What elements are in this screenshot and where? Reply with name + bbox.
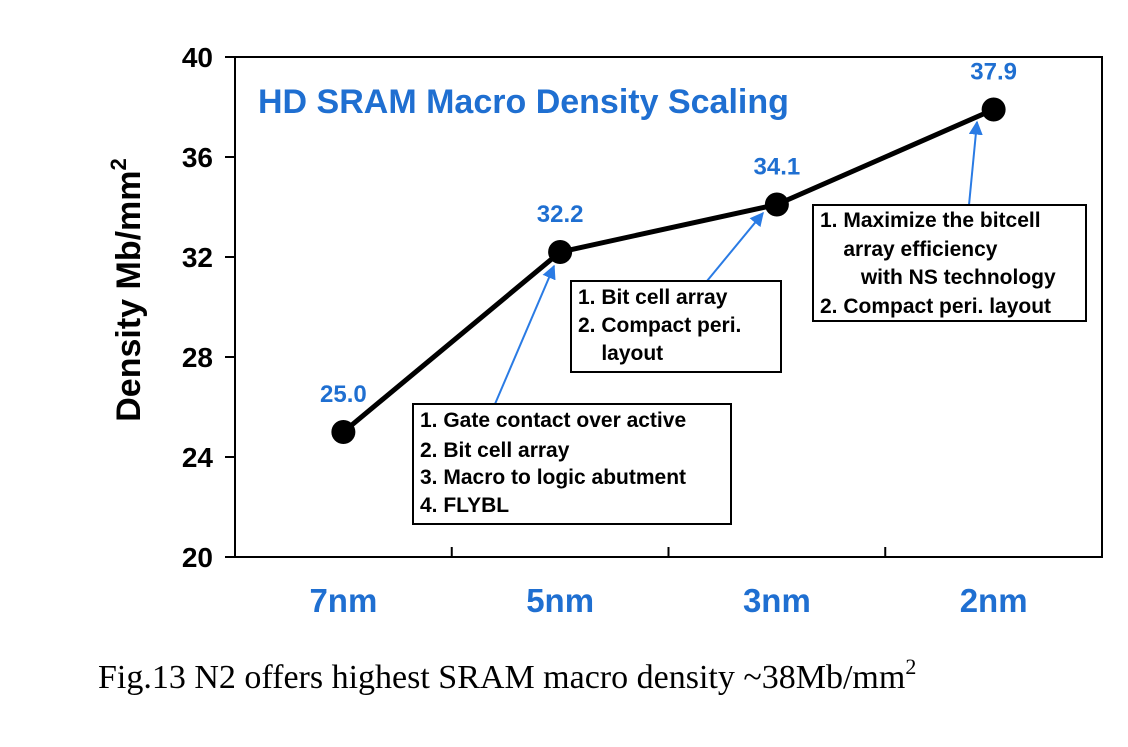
annotation-5nm: 1. Gate contact over active 2. Bit cell … <box>412 264 732 525</box>
y-tick-label: 36 <box>182 142 213 173</box>
annotation-line: array efficiency <box>820 238 998 261</box>
annotation-box-2nm <box>812 204 1087 322</box>
series-polyline <box>341 107 995 434</box>
y-tick-label: 32 <box>182 242 213 273</box>
svg-text:1. Bit cell array 2. Com: 1. Bit cell array 2. Compact peri. layou… <box>0 0 782 365</box>
data-label-7nm: 25.0 <box>320 381 367 408</box>
annotation-line: 2. Compact peri. layout <box>820 295 1051 318</box>
x-tick-label: 5nm <box>526 582 594 619</box>
svg-text:1. Maximize the bitcell: 1. Maximize the bitcell array efficiency… <box>0 0 1097 318</box>
series-line <box>341 107 995 434</box>
data-point-7nm <box>331 420 356 444</box>
data-label-3nm: 34.1 <box>754 154 801 181</box>
svg-text:1. Gate contact over active: 1. Gate contact over active 2. Bit cell … <box>420 409 692 517</box>
annotation-line: with NS technology <box>820 266 1056 289</box>
y-tick-label: 20 <box>182 542 213 573</box>
annotation-box-5nm <box>412 403 732 525</box>
y-tick-label: 40 <box>182 42 213 73</box>
data-point-2nm <box>981 97 1006 122</box>
annotation-line: 4. FLYBL <box>420 494 509 517</box>
y-tick-label: 24 <box>182 442 214 473</box>
y-axis-label-superscript: 2 <box>106 158 131 170</box>
x-tick-label: 2nm <box>960 582 1028 619</box>
y-tick-label: 28 <box>182 342 213 373</box>
annotation-line: 2. Compact peri. <box>578 314 741 337</box>
y-axis-label: Density Mb/mm2 <box>106 158 148 422</box>
annotation-line: 3. Macro to logic abutment <box>420 466 686 489</box>
data-point-5nm <box>548 240 573 264</box>
annotation-arrow-5nm <box>494 264 556 405</box>
annotation-line: layout <box>578 342 663 365</box>
annotation-arrow-2nm <box>968 120 983 206</box>
annotation-line: 1. Bit cell array <box>578 286 728 309</box>
annotation-box-3nm <box>570 280 782 373</box>
figure-caption: Fig.13 N2 offers highest SRAM macro dens… <box>98 654 916 696</box>
annotation-line: 1. Gate contact over active <box>420 409 686 432</box>
annotation-line: 2. Bit cell array <box>420 439 570 462</box>
annotation-line: 1. Maximize the bitcell <box>820 209 1041 232</box>
figure-caption-superscript: 2 <box>905 654 916 679</box>
annotation-2nm: 1. Maximize the bitcell array efficiency… <box>0 0 1097 322</box>
y-axis: 20 24 28 32 36 40 <box>182 42 235 573</box>
data-label-2nm: 37.9 <box>970 59 1017 86</box>
annotation-3nm: 1. Bit cell array 2. Compact peri. layou… <box>0 0 782 373</box>
chart-title: HD SRAM Macro Density Scaling <box>258 83 789 121</box>
x-tick-label: 7nm <box>309 582 377 619</box>
data-point-3nm <box>764 192 789 217</box>
annotation-arrow-3nm <box>706 211 764 282</box>
x-axis: 7nm 5nm 3nm 2nm <box>309 547 1028 619</box>
x-tick-label: 3nm <box>743 582 811 619</box>
data-label-5nm: 32.2 <box>537 201 584 228</box>
